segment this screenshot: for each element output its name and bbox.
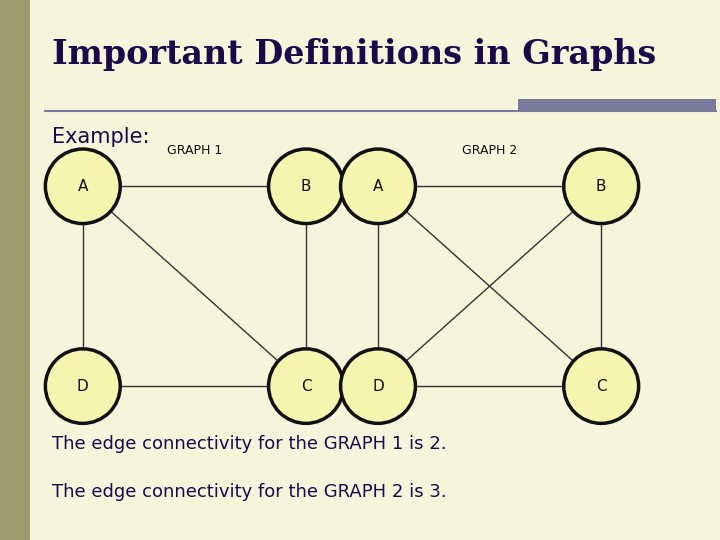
Text: A: A [373, 179, 383, 194]
Ellipse shape [269, 349, 343, 423]
Text: A: A [78, 179, 88, 194]
Text: B: B [301, 179, 311, 194]
Text: Example:: Example: [52, 127, 149, 147]
Text: GRAPH 1: GRAPH 1 [167, 144, 222, 157]
Ellipse shape [45, 149, 120, 224]
Ellipse shape [341, 349, 415, 423]
Text: The edge connectivity for the GRAPH 2 is 3.: The edge connectivity for the GRAPH 2 is… [52, 483, 446, 501]
Text: D: D [77, 379, 89, 394]
Text: B: B [596, 179, 606, 194]
Text: D: D [372, 379, 384, 394]
Ellipse shape [45, 349, 120, 423]
FancyBboxPatch shape [518, 99, 716, 111]
Text: GRAPH 2: GRAPH 2 [462, 144, 517, 157]
FancyBboxPatch shape [0, 0, 30, 540]
Text: The edge connectivity for the GRAPH 1 is 2.: The edge connectivity for the GRAPH 1 is… [52, 435, 446, 453]
Ellipse shape [564, 149, 639, 224]
Ellipse shape [269, 149, 343, 224]
Ellipse shape [341, 149, 415, 224]
Text: Important Definitions in Graphs: Important Definitions in Graphs [52, 38, 656, 71]
Text: C: C [596, 379, 606, 394]
Text: C: C [301, 379, 311, 394]
Ellipse shape [564, 349, 639, 423]
